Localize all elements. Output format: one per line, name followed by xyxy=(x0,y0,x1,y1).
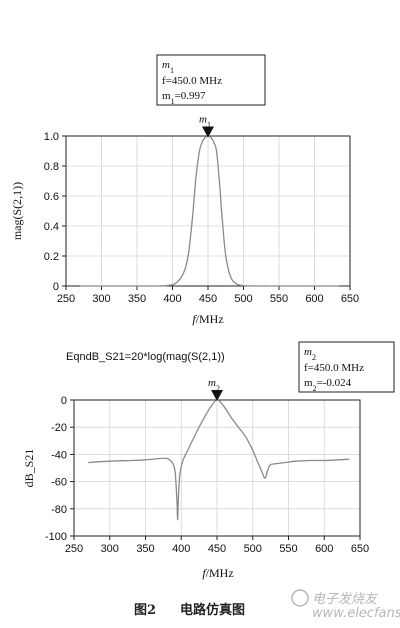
chart2-marker-readout: m2 f=450.0 MHz m2=-0.024 xyxy=(298,341,395,393)
figure-caption-title: 电路仿真图 xyxy=(180,602,245,618)
chart2-marker-label: m2 xyxy=(208,377,220,393)
x-tick-label: 450 xyxy=(208,543,226,555)
y-tick-label: -80 xyxy=(51,504,67,516)
watermark-logo: 电子发烧友 www.elecfans.com xyxy=(291,589,400,621)
y-tick-label: 0 xyxy=(61,395,67,407)
y-tick-label: 0.8 xyxy=(44,161,59,173)
chart-mag-s21: 250 300 350 400 450 500 550 600 650 0 0.2 0.4 0.6 0.… xyxy=(10,54,359,326)
chart1-marker-label: m1 xyxy=(199,113,211,129)
chart2-series-line xyxy=(88,399,350,521)
chart1-marker-triangle xyxy=(202,126,214,138)
x-tick-label: 350 xyxy=(136,543,154,555)
chart1-marker-frequency: f=450.0 MHz xyxy=(162,75,222,87)
chart2-marker-value: m2=-0.024 xyxy=(304,377,352,393)
chart2-xlabel: f/MHz xyxy=(202,566,233,580)
chart2-x-ticks: 250 300 350 400 450 500 550 600 650 xyxy=(65,536,369,555)
watermark-icon xyxy=(291,589,309,607)
chart2-marker-triangle xyxy=(211,390,223,402)
y-tick-label: -40 xyxy=(51,449,67,461)
y-tick-label: -20 xyxy=(51,422,67,434)
x-tick-label: 550 xyxy=(279,543,297,555)
chart2-equation-title: EqndB_S21=20*log(mag(S(2,1)) xyxy=(66,351,225,363)
y-tick-label: 0.4 xyxy=(44,221,59,233)
x-tick-label: 650 xyxy=(341,293,359,305)
x-tick-label: 400 xyxy=(172,543,190,555)
y-tick-label: -60 xyxy=(51,477,67,489)
x-tick-label: 250 xyxy=(57,293,75,305)
chart2-y-ticks: -100 -80 -60 -40 -20 0 xyxy=(45,395,74,543)
x-tick-label: 400 xyxy=(163,293,181,305)
watermark-url: www.elecfans.com xyxy=(312,606,400,621)
chart1-marker-readout: m1 f=450.0 MHz m1=0.997 xyxy=(156,54,266,106)
y-tick-label: 0.2 xyxy=(44,251,59,263)
x-tick-label: 300 xyxy=(92,293,110,305)
x-tick-label: 600 xyxy=(305,293,323,305)
chart1-grid xyxy=(65,135,351,287)
chart1-y-ticks: 0 0.2 0.4 0.6 0.8 1.0 xyxy=(44,131,66,293)
chart-db-s21: EqndB_S21=20*log(mag(S(2,1)) 250 300 350 40… xyxy=(22,341,395,580)
y-tick-label: 0.6 xyxy=(44,191,59,203)
x-tick-label: 250 xyxy=(65,543,83,555)
chart2-grid xyxy=(73,399,361,537)
chart2-marker-name: m2 xyxy=(304,346,316,362)
x-tick-label: 350 xyxy=(128,293,146,305)
chart2-marker-frequency: f=450.0 MHz xyxy=(304,362,364,374)
chart1-ylabel: mag(S(2,1)) xyxy=(10,182,24,240)
chart1-x-ticks: 250 300 350 400 450 500 550 600 650 xyxy=(57,286,359,305)
y-tick-label: 1.0 xyxy=(44,131,59,143)
x-tick-label: 500 xyxy=(234,293,252,305)
figure-caption-label: 图2 xyxy=(134,603,156,618)
watermark-brand: 电子发烧友 xyxy=(312,592,379,607)
y-tick-label: -100 xyxy=(45,531,67,543)
chart1-xlabel: f/MHz xyxy=(192,312,223,326)
chart2-ylabel: dB_S21 xyxy=(22,449,36,488)
x-tick-label: 600 xyxy=(315,543,333,555)
chart1-marker-name: m1 xyxy=(162,59,174,75)
chart1-series-line xyxy=(80,135,340,287)
x-tick-label: 650 xyxy=(351,543,369,555)
x-tick-label: 550 xyxy=(270,293,288,305)
x-tick-label: 300 xyxy=(101,543,119,555)
x-tick-label: 450 xyxy=(199,293,217,305)
y-tick-label: 0 xyxy=(53,281,59,293)
chart1-marker-value: m1=0.997 xyxy=(162,90,206,106)
x-tick-label: 500 xyxy=(244,543,262,555)
